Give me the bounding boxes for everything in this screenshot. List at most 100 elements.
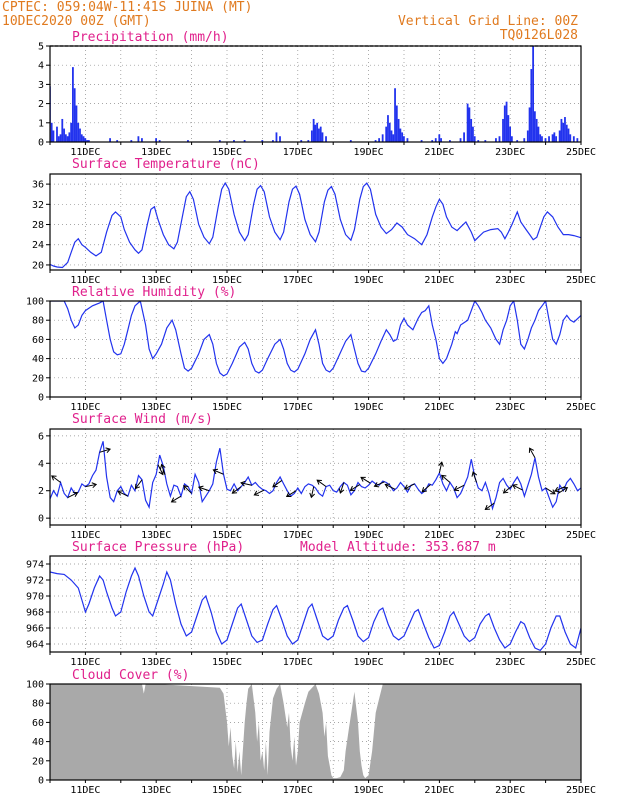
precip-bar	[275, 132, 278, 142]
wind-arrow-shaft	[316, 479, 327, 488]
precip-bar	[576, 138, 579, 142]
y-tick-label: 972	[26, 576, 44, 587]
precip-bar	[438, 134, 441, 142]
x-tick-label: 21DEC	[424, 657, 454, 668]
precip-bar	[406, 138, 409, 142]
x-tick-label: 25DEC	[566, 275, 596, 286]
wind-arrow	[51, 475, 61, 483]
x-tick-label: 21DEC	[424, 147, 454, 158]
precip-bar	[394, 88, 396, 142]
wind-arrow-head	[338, 488, 345, 494]
wind-arrow-shaft	[117, 490, 129, 497]
wind-arrow	[231, 486, 242, 494]
precip-bar	[390, 130, 393, 142]
panel-precipitation: 0 1 2 3 4 5 11DEC 13DEC 15DEC 17DEC 19DEC 21DEC 23DE…	[38, 42, 596, 159]
x-tick-label: 17DEC	[283, 785, 313, 796]
precip-bar	[349, 140, 352, 142]
wind-arrow-shaft	[545, 487, 556, 495]
panel-title-pressure: Surface Pressure (hPa)	[72, 540, 244, 555]
x-tick-label: 19DEC	[354, 402, 384, 413]
wind-arrow-head	[562, 487, 569, 493]
y-tick-label: 968	[26, 608, 44, 619]
precip-bar	[80, 134, 83, 142]
precip-bar	[434, 138, 437, 142]
x-tick-label: 11DEC	[70, 657, 100, 668]
wind-arrow	[421, 484, 431, 493]
wind-arrow	[157, 464, 164, 476]
precip-bar	[300, 140, 303, 142]
wind-arrow	[384, 483, 396, 490]
wind-arrow-head	[484, 504, 491, 510]
wind-arrow-shaft	[339, 482, 345, 494]
x-tick-label: 11DEC	[70, 530, 100, 541]
precip-bar	[472, 126, 474, 142]
wind-arrow-shaft	[198, 486, 210, 492]
precip-bar	[84, 138, 87, 142]
precip-bar	[555, 136, 558, 142]
wind-arrow-head	[134, 483, 141, 490]
y-tick-label: 24	[32, 240, 44, 251]
header-model-id: TQ0126L028	[500, 28, 578, 43]
y-tick-label: 0	[38, 514, 44, 525]
precip-bar	[553, 132, 556, 142]
precip-bar	[468, 107, 471, 142]
plot-area	[50, 181, 581, 269]
wind-arrow-shaft	[67, 492, 78, 499]
wind-arrow-head	[91, 482, 98, 489]
wind-arrow-head	[438, 461, 444, 467]
precip-bar	[52, 130, 55, 142]
wind-arrow-head	[309, 492, 316, 499]
precip-bar	[539, 134, 542, 142]
panel-temperature: 20 24 28 32 36 11DEC 13DEC 15DEC 17DEC 19DEC 21DEC…	[32, 173, 596, 286]
panel-title-cloud: Cloud Cover (%)	[72, 668, 189, 683]
panels-layer: 0 1 2 3 4 5 11DEC 13DEC 15DEC 17DEC 19DEC 21DEC 23DE…	[26, 42, 596, 797]
precip-bar	[562, 122, 565, 142]
precip-bar	[567, 128, 570, 142]
y-tick-label: 80	[32, 316, 44, 327]
x-tick-label: 15DEC	[212, 402, 242, 413]
wind-arrow	[253, 489, 265, 496]
wind-arrow-head	[421, 487, 427, 493]
y-tick-label: 970	[26, 592, 44, 603]
precip-bar	[401, 132, 404, 142]
panel-pressure: 964 966 968 970 972 974 11DEC 13DEC 15DEC 17DEC 19…	[26, 555, 596, 668]
precip-bar	[155, 138, 157, 142]
wind-arrow-head	[349, 485, 356, 491]
y-tick-label: 0	[38, 138, 44, 149]
precip-bar	[502, 118, 504, 142]
x-tick-label: 23DEC	[495, 530, 525, 541]
x-tick-label: 13DEC	[141, 530, 171, 541]
precip-bar	[50, 122, 53, 142]
precip-bar	[307, 140, 310, 142]
precip-bar	[392, 134, 395, 142]
precip-bar	[318, 128, 320, 142]
precip-bar	[158, 140, 161, 142]
x-tick-label: 21DEC	[424, 530, 454, 541]
plot-area	[50, 46, 579, 142]
precip-bar	[66, 136, 69, 142]
precip-bar	[477, 140, 480, 142]
wind-arrow	[85, 482, 98, 489]
y-tick-label: 60	[32, 718, 44, 729]
precip-bar	[261, 140, 264, 142]
wind-arrow	[440, 474, 451, 483]
x-tick-label: 17DEC	[283, 657, 313, 668]
x-tick-label: 15DEC	[212, 147, 242, 158]
wind-arrow	[240, 480, 252, 487]
wind-arrow	[545, 487, 556, 495]
y-tick-label: 20	[32, 373, 44, 384]
wind-arrow-head	[373, 482, 380, 488]
precip-bar	[541, 136, 543, 142]
precip-bar	[399, 128, 402, 142]
precip-bar	[57, 136, 60, 142]
wind-arrow-shaft	[438, 462, 443, 473]
x-tick-label: 13DEC	[141, 785, 171, 796]
wind-arrow-shaft	[529, 447, 536, 459]
wind-arrow-shaft	[512, 484, 523, 491]
precip-bar	[56, 126, 58, 142]
wind-arrow-shaft	[183, 485, 192, 494]
precip-bar	[75, 105, 78, 142]
wind-arrow-shaft	[472, 471, 478, 483]
precip-bar	[378, 138, 381, 142]
precip-bar	[187, 140, 189, 142]
